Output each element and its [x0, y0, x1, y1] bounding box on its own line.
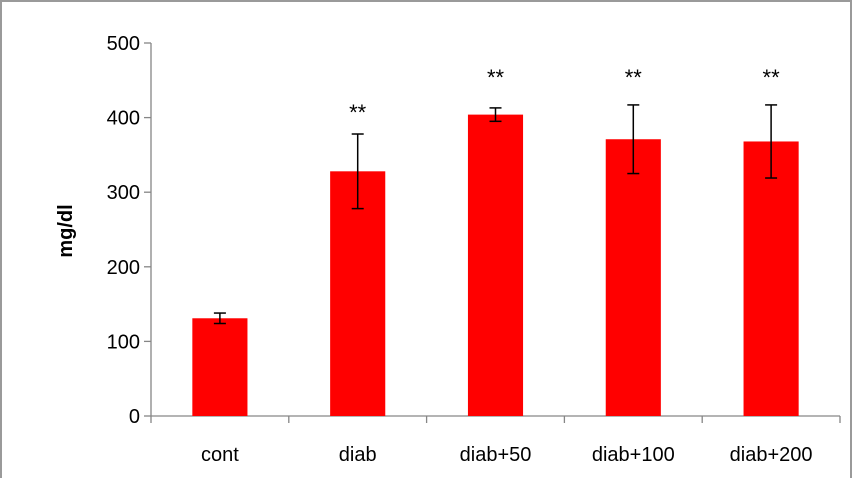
- y-tick-label: 500: [107, 33, 140, 55]
- error-bars: [213, 104, 778, 325]
- bar-diab+200: [743, 141, 799, 417]
- y-tick-label: 400: [107, 108, 140, 130]
- y-tick-label: 100: [107, 331, 140, 353]
- y-axis: 0 100 200 300 400 500: [107, 33, 152, 428]
- x-tick-label: cont: [201, 444, 239, 466]
- y-tick-label: 300: [107, 182, 140, 204]
- y-tick-label: 0: [129, 406, 140, 428]
- bar-cont: [192, 318, 248, 416]
- y-axis-title: mg/dl: [55, 204, 77, 257]
- bar-diab+50: [467, 114, 524, 416]
- significance-label: **: [349, 100, 367, 125]
- x-tick-label: diab: [339, 444, 377, 466]
- bar-diab: [330, 171, 386, 416]
- significance-label: **: [487, 65, 505, 90]
- significance-label: **: [625, 65, 643, 90]
- x-axis: cont diab diab+50 diab+100 diab+200: [150, 415, 841, 466]
- x-tick-label: diab+50: [460, 444, 532, 466]
- bar-diab+100: [605, 139, 661, 416]
- significance-labels: ** ** ** **: [349, 65, 780, 125]
- significance-label: **: [763, 65, 781, 90]
- x-tick-label: diab+100: [592, 444, 675, 466]
- bars: [192, 114, 799, 417]
- y-tick-label: 200: [107, 257, 140, 279]
- x-tick-label: diab+200: [730, 444, 813, 466]
